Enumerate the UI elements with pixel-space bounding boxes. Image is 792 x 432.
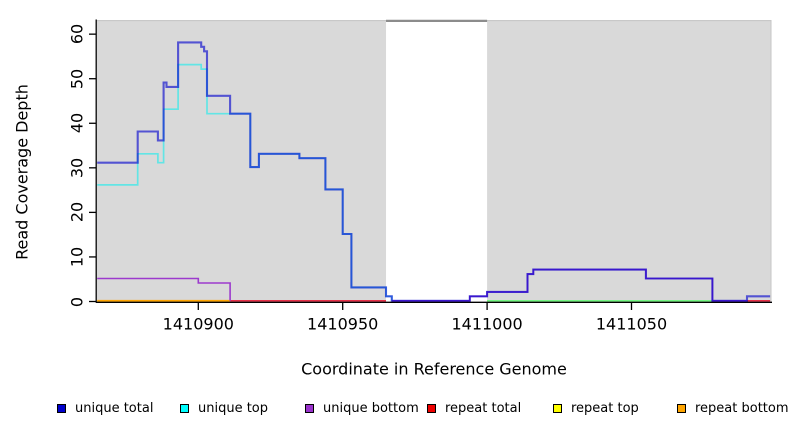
x-axis-label: Coordinate in Reference Genome [301, 359, 567, 379]
y-tick-label-40: 40 [67, 113, 87, 134]
y-tick-label-0: 0 [67, 296, 87, 307]
y-tick-label-50: 50 [67, 68, 87, 89]
y-tick-label-20: 20 [67, 202, 87, 223]
legend-label: repeat bottom [695, 401, 789, 416]
y-axis-label: Read Coverage Depth [12, 84, 32, 260]
legend-swatch-repeat-total [427, 404, 436, 413]
legend-item-unique-total: unique total [57, 402, 153, 415]
legend-swatch-unique-bottom [305, 404, 314, 413]
legend-label: unique bottom [323, 401, 419, 416]
y-tick-label-30: 30 [67, 157, 87, 178]
x-tick-label-1411000: 1411000 [451, 314, 523, 334]
x-tick-label-1411050: 1411050 [595, 314, 668, 334]
series-unique-bottom [97, 277, 231, 301]
y-tick-label-10: 10 [67, 246, 87, 268]
series-unique-total [97, 41, 771, 302]
y-tick-label-60: 60 [67, 23, 87, 45]
legend-item-repeat-total: repeat total [427, 402, 521, 415]
legend-label: repeat top [571, 401, 639, 416]
legend-item-repeat-top: repeat top [553, 402, 639, 415]
masked-region [386, 21, 488, 302]
legend-item-repeat-bottom: repeat bottom [677, 402, 789, 415]
x-tick-label-1410950: 1410950 [307, 314, 379, 334]
legend-swatch-repeat-bottom [677, 404, 686, 413]
legend-swatch-repeat-top [553, 404, 562, 413]
x-tick-label-1410900: 1410900 [162, 314, 234, 334]
legend-label: unique total [75, 401, 154, 416]
legend-label: unique top [198, 401, 269, 416]
legend-swatch-unique-total [57, 404, 66, 413]
legend-label: repeat total [445, 401, 522, 416]
legend-swatch-unique-top [180, 404, 189, 413]
legend-item-unique-top: unique top [180, 402, 268, 415]
legend-item-unique-bottom: unique bottom [305, 402, 419, 415]
